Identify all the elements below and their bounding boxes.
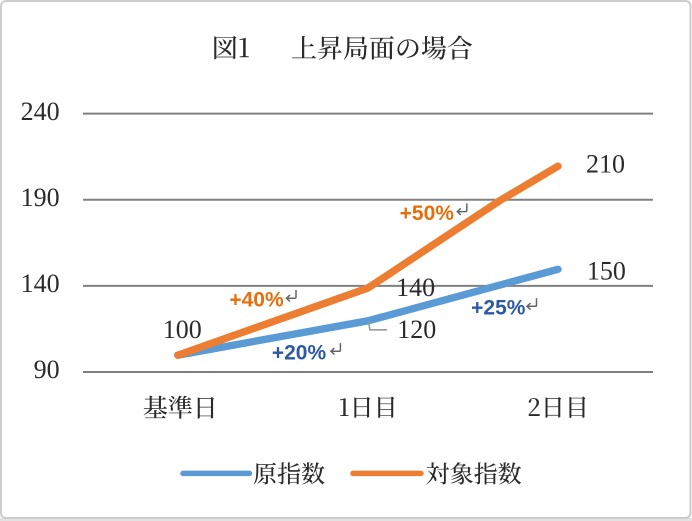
svg-text:90: 90 <box>34 355 60 384</box>
svg-text:+20%: +20% <box>272 342 327 365</box>
svg-text:+25%: +25% <box>471 297 526 320</box>
svg-text:210: 210 <box>586 150 625 179</box>
svg-text:150: 150 <box>587 256 626 285</box>
svg-text:+50%: +50% <box>400 202 455 225</box>
svg-text:240: 240 <box>21 97 60 126</box>
svg-text:140: 140 <box>396 273 435 302</box>
svg-text:120: 120 <box>397 315 436 344</box>
svg-text:140: 140 <box>21 269 60 298</box>
svg-text:+40%: +40% <box>229 288 284 311</box>
svg-text:100: 100 <box>163 315 202 344</box>
svg-text:190: 190 <box>21 183 60 212</box>
